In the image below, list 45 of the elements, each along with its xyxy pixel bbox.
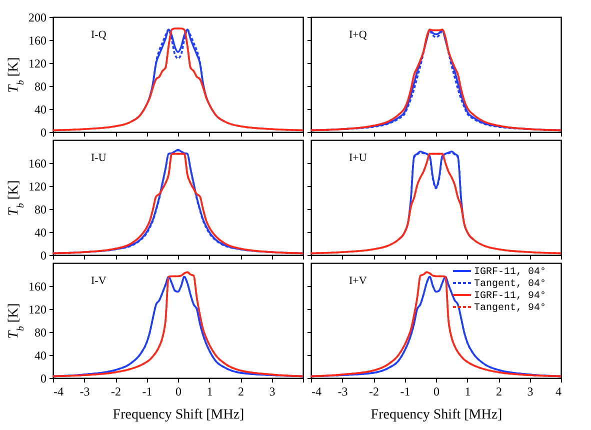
- annotation: I-U: [91, 152, 106, 164]
- x-tick-label: -2: [369, 384, 379, 398]
- legend-label: Tangent, 94°: [474, 303, 546, 314]
- y-tick-label: 40: [34, 348, 46, 362]
- y-tick-label: 40: [34, 102, 46, 116]
- x-tick-label: 2: [496, 384, 502, 398]
- y-tick-label: 0: [40, 126, 46, 140]
- y-tick-label: 80: [34, 80, 46, 94]
- x-axis-title: Frequency Shift [MHz]: [370, 408, 502, 422]
- annotation: I-Q: [91, 29, 106, 41]
- y-tick-label: 160: [28, 34, 46, 48]
- y-tick-label: 40: [34, 226, 46, 240]
- annotation: I+Q: [349, 29, 367, 41]
- x-tick-label: 2: [238, 384, 244, 398]
- y-tick-label: 80: [34, 326, 46, 340]
- y-tick-label: 0: [40, 248, 46, 262]
- y-tick-label: 120: [28, 56, 46, 70]
- x-tick-label: -3: [80, 384, 90, 398]
- legend-label: IGRF-11, 04°: [474, 267, 546, 278]
- x-tick-label: -4: [54, 384, 64, 398]
- y-tick-label: 160: [28, 156, 46, 170]
- annotation: I+U: [349, 152, 367, 164]
- y-tick-label: 0: [40, 372, 46, 386]
- x-tick-label: -1: [142, 384, 152, 398]
- annotation: I+V: [349, 275, 367, 287]
- x-tick-label: 3: [527, 384, 534, 398]
- x-tick-label: 0: [434, 384, 440, 398]
- x-axis-title: Frequency Shift [MHz]: [112, 408, 244, 422]
- x-tick-label: 1: [206, 384, 213, 398]
- x-tick-label: 3: [269, 384, 276, 398]
- x-tick-label: -1: [400, 384, 410, 398]
- y-tick-label: 80: [34, 202, 46, 216]
- y-tick-label: 120: [28, 302, 46, 316]
- y-tick-label: 160: [28, 280, 46, 294]
- y-tick-label: 120: [28, 180, 46, 194]
- y-tick-label: 200: [28, 10, 46, 24]
- x-tick-label: 1: [464, 384, 471, 398]
- legend-label: IGRF-11, 94°: [474, 291, 546, 302]
- annotation: I-V: [91, 275, 106, 287]
- x-tick-label: 4: [556, 384, 562, 398]
- x-tick-label: -4: [312, 384, 322, 398]
- x-tick-label: 0: [176, 384, 182, 398]
- x-tick-label: -2: [111, 384, 121, 398]
- legend-label: Tangent, 04°: [474, 279, 546, 290]
- x-tick-label: -3: [338, 384, 348, 398]
